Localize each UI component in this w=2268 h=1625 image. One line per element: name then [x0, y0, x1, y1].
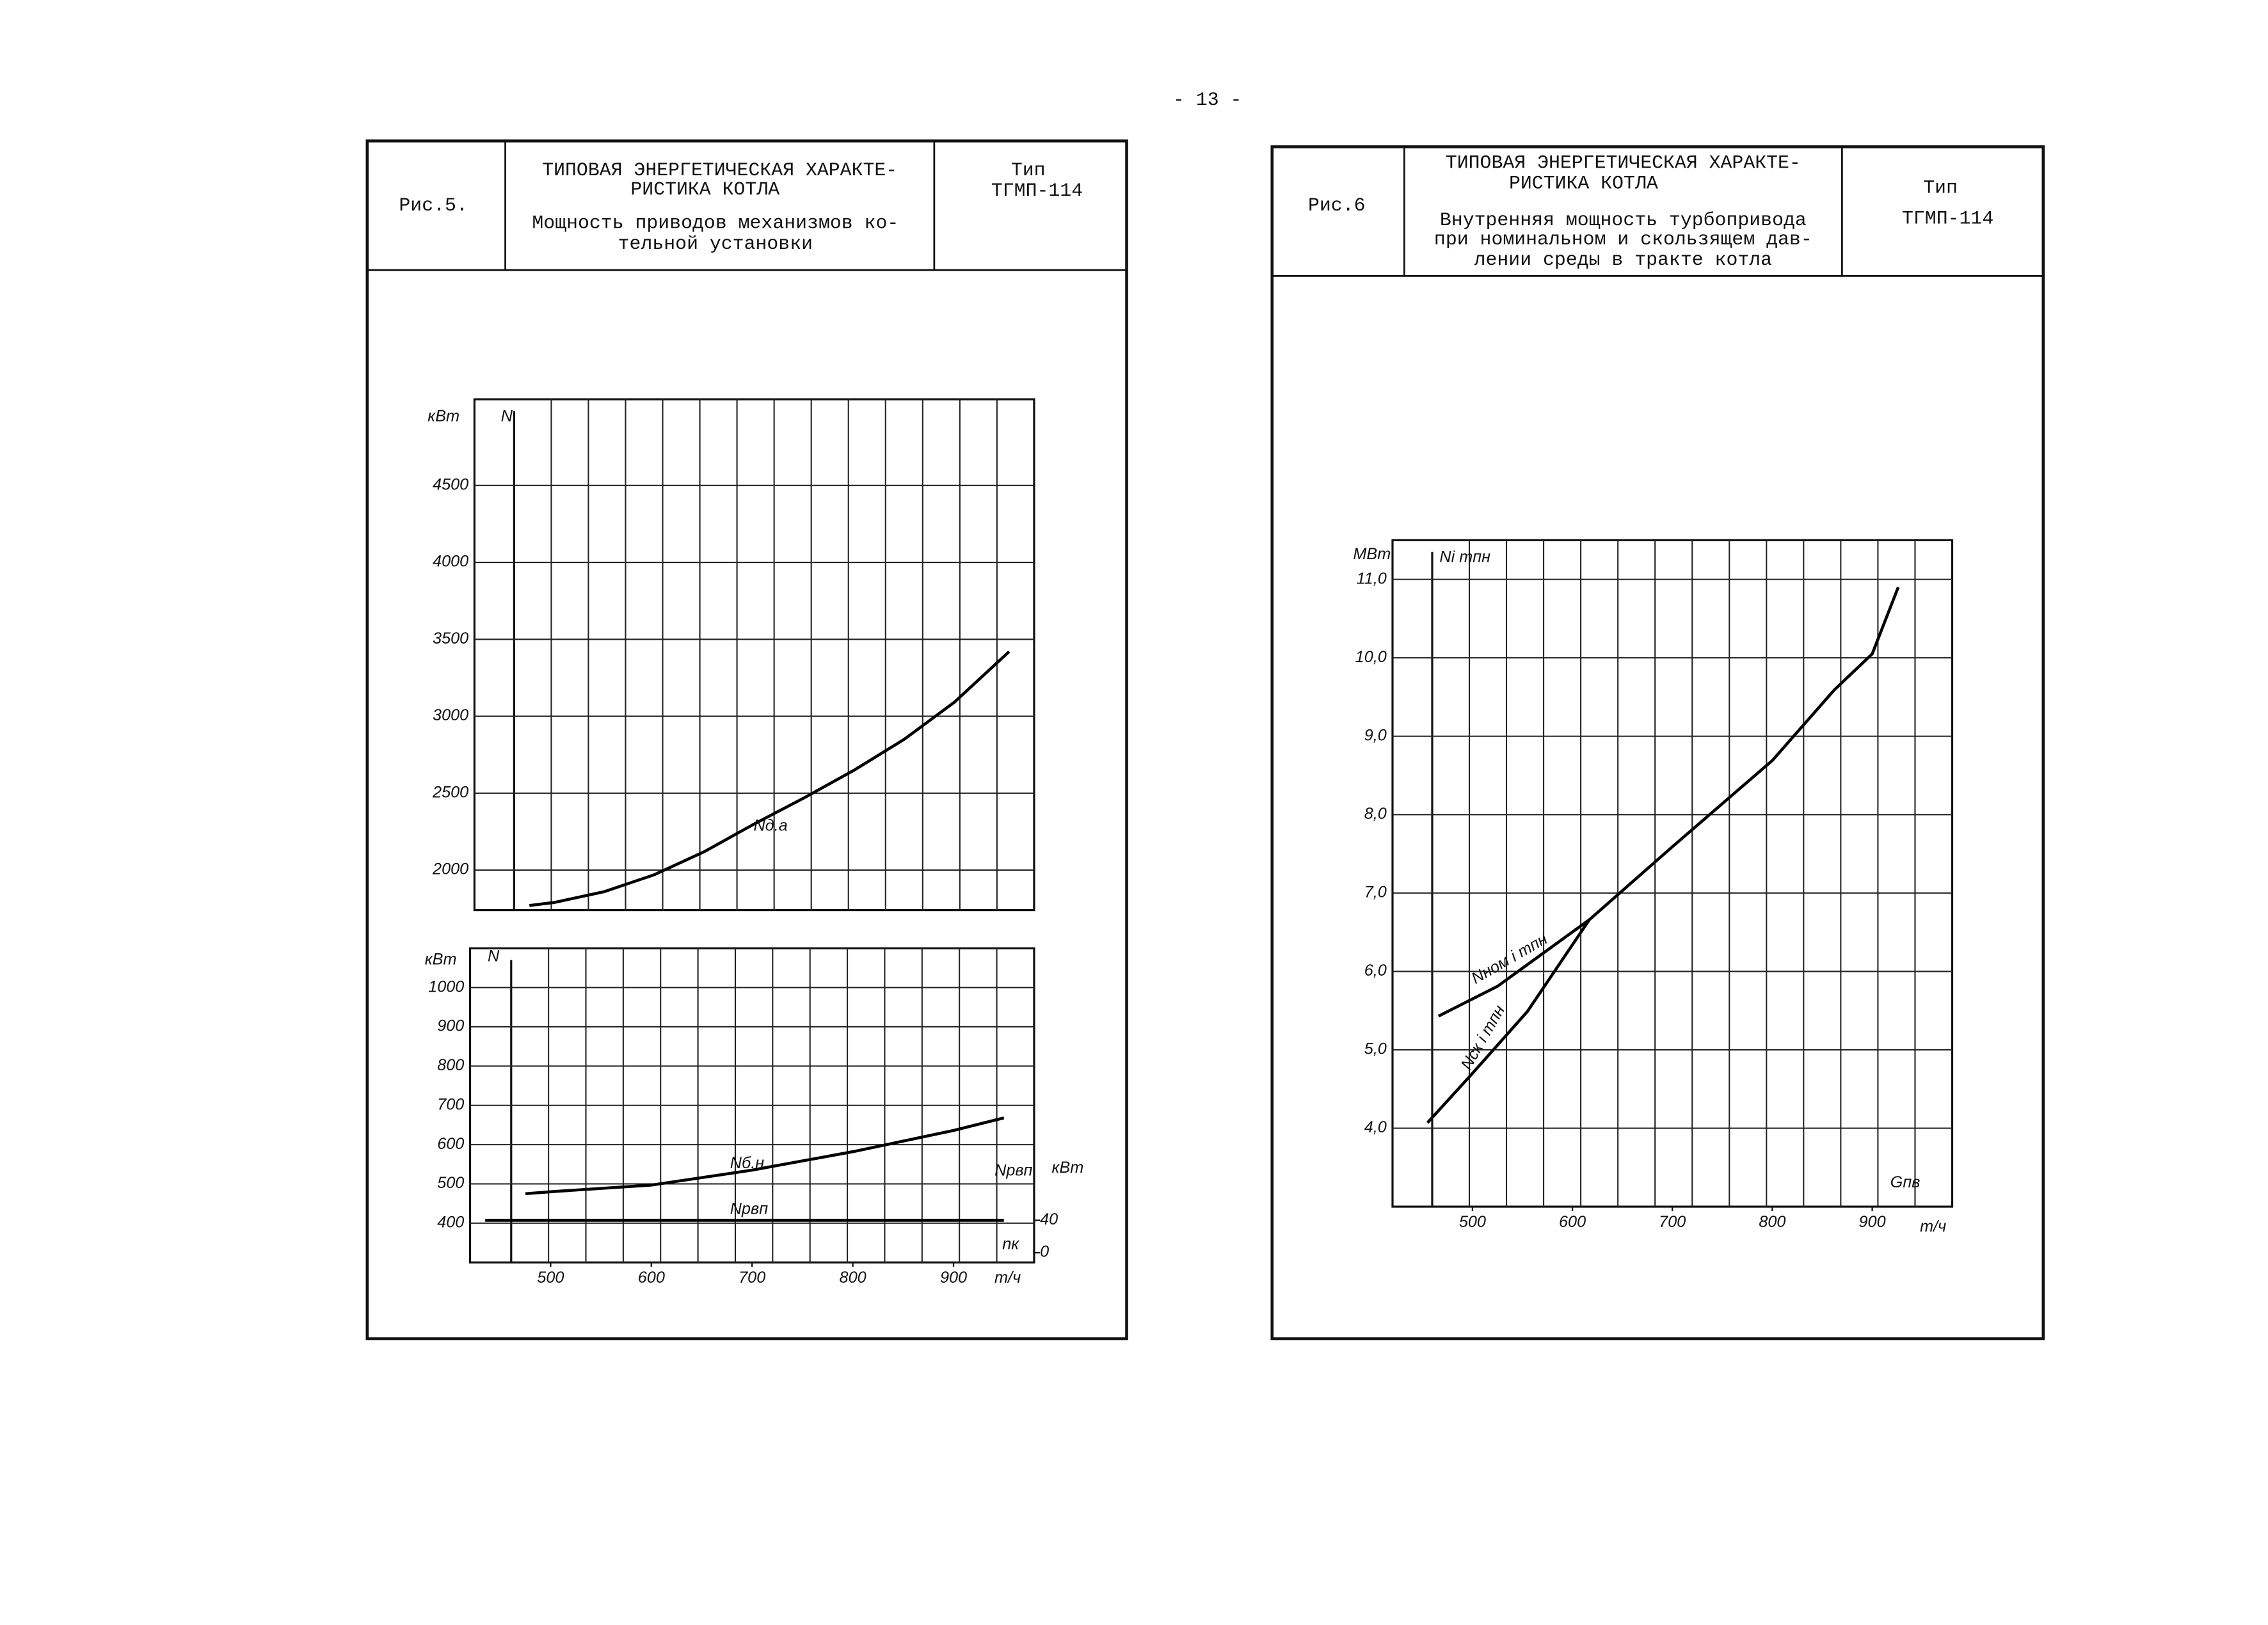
- panel-title: ТИПОВАЯ ЭНЕРГЕТИЧЕСКАЯ ХАРАКТЕ-: [1446, 152, 1801, 174]
- x-unit: т/ч: [1920, 1217, 1946, 1235]
- series-line: [529, 650, 1010, 907]
- y-tick-label: 400: [437, 1214, 464, 1232]
- y2-tick-label: 0: [1040, 1243, 1049, 1261]
- page-number: - 13 -: [1173, 89, 1242, 111]
- x-tick-label: 700: [739, 1269, 765, 1287]
- y-tick-label: 600: [437, 1135, 464, 1153]
- y-tick-label: 4000: [433, 553, 468, 571]
- y-tick-label: 5,0: [1364, 1040, 1387, 1058]
- y-tick-label: 700: [437, 1095, 464, 1113]
- y-label: N: [488, 947, 500, 965]
- y-tick-label: 10,0: [1355, 648, 1387, 666]
- y-tick-label: 500: [437, 1174, 464, 1192]
- panel-frame: [1270, 145, 2045, 1340]
- y-tick-label: 900: [437, 1017, 464, 1035]
- y2-series-label: Nрвп: [994, 1162, 1032, 1180]
- series-line: [525, 1116, 1005, 1196]
- panel-subtitle: лении среды в тракте котла: [1474, 249, 1772, 271]
- x-tick-label: 500: [1459, 1213, 1486, 1231]
- x-tick-label: 600: [638, 1269, 665, 1287]
- x-tick-label: 800: [840, 1269, 866, 1287]
- series-line: [1437, 918, 1590, 1018]
- x-tick-label: 500: [537, 1269, 564, 1287]
- series-label: Nб.н: [730, 1154, 764, 1172]
- type-value: ТГМП-114: [991, 180, 1083, 202]
- y-unit: кВт: [425, 950, 457, 968]
- panel-subtitle: тельной установки: [618, 233, 813, 255]
- panel-subtitle: при номинальном и скользящем дав-: [1434, 228, 1812, 250]
- y-tick-label: 7,0: [1364, 884, 1387, 901]
- y-tick-label: 2000: [432, 860, 468, 878]
- y-tick-label: 3000: [433, 706, 468, 724]
- x-tick-label: 900: [1859, 1213, 1886, 1231]
- y2-unit: кВт: [1051, 1159, 1083, 1177]
- y-tick-label: 6,0: [1364, 962, 1387, 979]
- y-tick-label: 11,0: [1357, 569, 1387, 587]
- y-tick-label: 3500: [433, 630, 468, 647]
- type-label: Тип: [1011, 159, 1046, 181]
- fig-label: Рис.6: [1308, 194, 1366, 216]
- panel-subtitle: Мощность приводов механизмов ко-: [532, 212, 898, 234]
- y-unit: МВт: [1353, 545, 1391, 563]
- series-label: Nрвп: [730, 1200, 768, 1217]
- y-tick-label: 2500: [432, 783, 468, 801]
- plot-frame: [473, 398, 1035, 912]
- panel-subtitle: Внутренняя мощность турбопривода: [1440, 209, 1807, 231]
- y-label: N: [501, 407, 513, 425]
- x-label: Gпв: [1890, 1173, 1921, 1191]
- y-tick-label: 1000: [428, 978, 464, 995]
- type-value: ТГМП-114: [1902, 208, 1993, 230]
- panel-frame: [365, 139, 1128, 1340]
- x-tick-label: 600: [1559, 1213, 1586, 1231]
- panel-title: РИСТИКА КОТЛА: [1509, 173, 1658, 194]
- x-unit: т/ч: [994, 1269, 1021, 1287]
- y-unit: кВт: [427, 407, 459, 425]
- annotation: nк: [1002, 1235, 1019, 1253]
- y-tick-label: 800: [437, 1056, 464, 1074]
- type-label: Тип: [1923, 177, 1958, 199]
- series-label: Nд.а: [754, 816, 788, 834]
- y2-tick-label: 40: [1040, 1210, 1058, 1228]
- panel-title: ТИПОВАЯ ЭНЕРГЕТИЧЕСКАЯ ХАРАКТЕ-: [542, 159, 897, 181]
- x-tick-label: 700: [1659, 1213, 1686, 1231]
- panel-title: РИСТИКА КОТЛА: [630, 178, 779, 200]
- y-tick-label: 4500: [433, 475, 468, 493]
- y-label: Ni тпн: [1439, 548, 1490, 566]
- x-tick-label: 900: [940, 1269, 967, 1287]
- y-tick-label: 8,0: [1364, 805, 1387, 823]
- series-line: [1426, 587, 1900, 1124]
- x-tick-label: 800: [1759, 1213, 1785, 1231]
- y-tick-label: 9,0: [1364, 726, 1387, 744]
- y-tick-label: 4,0: [1364, 1118, 1387, 1136]
- fig-label: Рис.5.: [399, 194, 467, 216]
